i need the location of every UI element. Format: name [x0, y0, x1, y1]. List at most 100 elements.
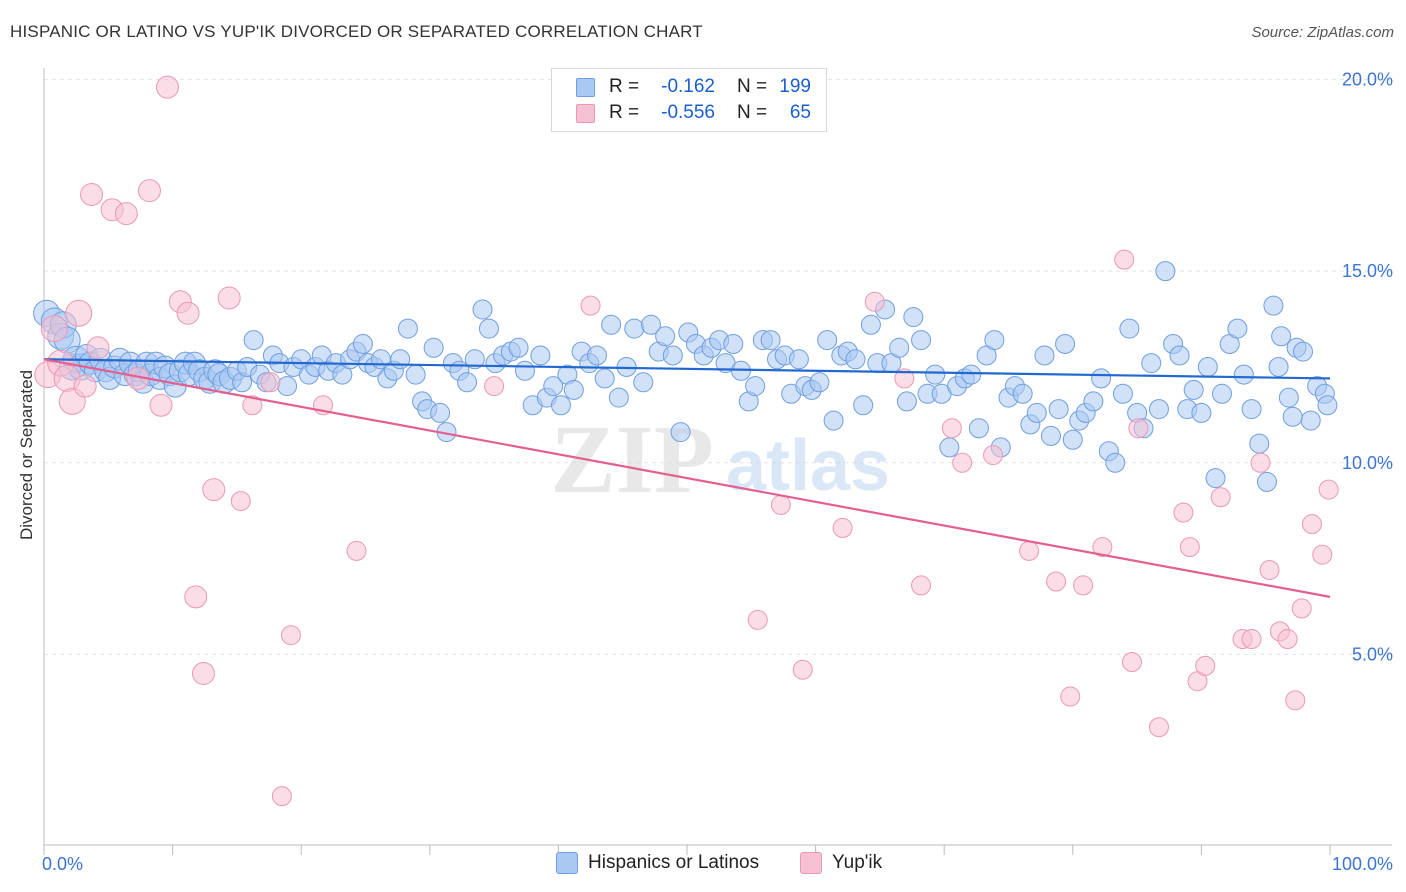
yupik-point: [114, 202, 138, 226]
yupik-point: [1046, 571, 1067, 592]
hispanics-point: [550, 395, 571, 416]
yupik-point: [1195, 655, 1216, 676]
hispanics-point: [624, 318, 645, 339]
hispanics-point: [984, 330, 1005, 351]
hispanics-point: [939, 437, 960, 458]
yupik-point: [73, 374, 97, 398]
yupik-point: [864, 291, 885, 312]
yupik-point: [184, 585, 208, 609]
yupik-point: [1128, 418, 1149, 439]
yupik-point: [280, 625, 301, 646]
yupik-point: [65, 299, 93, 327]
legend-row-yupik: R = -0.556 N = 65: [576, 101, 811, 125]
stats-legend: R = -0.162 N = 199 R = -0.556 N = 65: [551, 68, 827, 132]
y-tick-label: 20.0%: [1342, 70, 1393, 90]
hispanics-point: [745, 376, 766, 397]
hispanics-point: [563, 379, 584, 400]
yupik-point: [40, 315, 68, 343]
x-tick-label: 0.0%: [42, 854, 83, 874]
hispanics-point: [1091, 368, 1112, 389]
yupik-point: [1318, 479, 1339, 500]
series-yupik-points: [34, 75, 1339, 807]
yupik-point: [792, 659, 813, 680]
yupik-point: [191, 662, 215, 686]
yupik-point: [1241, 629, 1262, 650]
yupik-point: [271, 786, 292, 807]
yupik-point: [983, 445, 1004, 466]
bottom-legend-yupik[interactable]: Yup'ik: [800, 852, 882, 874]
hispanics-point: [723, 333, 744, 354]
hispanics-point: [1282, 406, 1303, 427]
hispanics-point: [594, 368, 615, 389]
hispanics-point: [860, 314, 881, 335]
hispanics-point: [1083, 391, 1104, 412]
hispanics-point: [1055, 333, 1076, 354]
bottom-legend-label: Hispanics or Latinos: [588, 852, 760, 873]
hispanics-point: [633, 372, 654, 393]
yupik-point: [1285, 690, 1306, 711]
hispanics-point: [1317, 395, 1338, 416]
hispanics-point: [1300, 410, 1321, 431]
hispanics-point: [586, 345, 607, 366]
hispanics-point: [1048, 399, 1069, 420]
hispanics-point: [1026, 402, 1047, 423]
yupik-point: [770, 494, 791, 515]
hispanics-point: [1148, 399, 1169, 420]
hispanics-point: [1119, 318, 1140, 339]
yupik-point: [1179, 537, 1200, 558]
legend-n-label: N =: [737, 102, 768, 123]
yupik-point: [1114, 249, 1135, 270]
yupik-point: [1019, 540, 1040, 561]
hispanics-point: [1034, 345, 1055, 366]
tick-labels: 5.0% 10.0% 15.0% 20.0% 0.0% 100.0%: [42, 70, 1393, 875]
bottom-legend-hispanics[interactable]: Hispanics or Latinos: [556, 852, 759, 874]
hispanics-point: [1233, 364, 1254, 385]
yupik-point: [202, 478, 226, 502]
yupik-point: [137, 179, 161, 203]
hispanics-point: [514, 360, 535, 381]
hispanics-point: [390, 349, 411, 370]
yupik-point: [346, 540, 367, 561]
hispanics-point: [845, 349, 866, 370]
yupik-point: [941, 418, 962, 439]
yupik-point: [832, 517, 853, 538]
hispanics-point: [1263, 295, 1284, 316]
y-tick-label: 15.0%: [1342, 261, 1393, 281]
hispanics-point: [397, 318, 418, 339]
yupik-point: [1291, 598, 1312, 619]
hispanics-point: [1141, 353, 1162, 374]
hispanics-point: [1278, 387, 1299, 408]
hispanics-point: [1191, 402, 1212, 423]
hispanics-point: [608, 387, 629, 408]
hispanics-point: [903, 307, 924, 328]
yupik-point: [1250, 452, 1271, 473]
hispanics-point: [601, 314, 622, 335]
hispanics-point: [405, 364, 426, 385]
chart-title: HISPANIC OR LATINO VS YUP'IK DIVORCED OR…: [10, 22, 703, 41]
hispanics-point: [543, 376, 564, 397]
hispanics-point: [896, 391, 917, 412]
hispanics-point: [889, 337, 910, 358]
legend-row-hispanics: R = -0.162 N = 199: [576, 75, 811, 99]
legend-swatch-pink: [576, 103, 595, 123]
hispanics-point: [1112, 383, 1133, 404]
yupik-point: [484, 376, 505, 397]
source-label: Source: ZipAtlas.com: [1251, 24, 1394, 41]
hispanics-point: [1292, 341, 1313, 362]
hispanics-point: [961, 364, 982, 385]
hispanics-point: [1205, 468, 1226, 489]
yupik-point: [176, 301, 200, 325]
yupik-point: [230, 491, 251, 512]
legend-r-label: R =: [609, 102, 640, 123]
y-tick-label: 5.0%: [1352, 644, 1393, 664]
hispanics-point: [478, 318, 499, 339]
trend-lines: [43, 358, 1331, 598]
axes: [43, 68, 1392, 855]
hispanics-point: [1256, 471, 1277, 492]
yupik-point: [952, 452, 973, 473]
y-tick-label: 10.0%: [1342, 453, 1393, 473]
watermark-atlas: atlas: [726, 426, 890, 506]
bottom-legend-label: Yup'ik: [832, 852, 883, 873]
hispanics-point: [464, 349, 485, 370]
